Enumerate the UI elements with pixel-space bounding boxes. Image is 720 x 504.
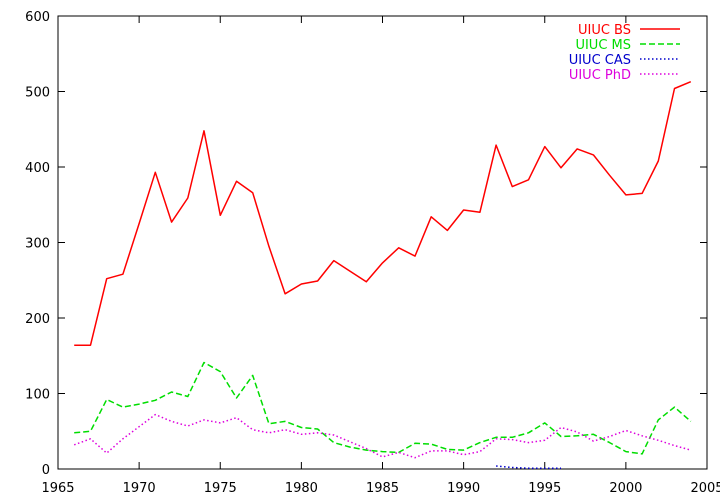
y-tick-label: 600 [25, 10, 50, 25]
x-tick-label: 2005 [690, 481, 720, 496]
x-tick-label: 2000 [609, 481, 642, 496]
x-tick-label: 1965 [41, 481, 74, 496]
x-tick-label: 1990 [447, 481, 480, 496]
legend-label-uiuc-bs: UIUC BS [578, 23, 631, 38]
x-tick-label: 1985 [366, 481, 399, 496]
series-layer [73, 81, 692, 469]
y-tick-label: 100 [25, 388, 50, 403]
legend-label-uiuc-phd: UIUC PhD [569, 68, 631, 83]
y-tick-label: 500 [25, 86, 50, 101]
series-line-uiuc-phd [73, 413, 691, 459]
series-line-uiuc-cas [496, 465, 561, 469]
y-tick-label: 200 [25, 312, 50, 327]
legend-label-uiuc-ms: UIUC MS [575, 38, 631, 53]
x-tick-label: 1970 [123, 481, 156, 496]
axis-ticks: 0 100 200 300 400 500 600 1965 1970 1975 1980 1985 1… [25, 10, 720, 496]
x-tick-label: 1995 [528, 481, 561, 496]
y-tick-label: 0 [42, 463, 50, 478]
x-tick-label: 1975 [204, 481, 237, 496]
legend-label-uiuc-cas: UIUC CAS [569, 53, 631, 68]
series-line-uiuc-bs [74, 81, 692, 346]
y-tick-label: 300 [25, 237, 50, 252]
series-line-uiuc-ms [74, 361, 692, 455]
x-tick-label: 1980 [285, 481, 318, 496]
y-tick-label: 400 [25, 161, 50, 176]
